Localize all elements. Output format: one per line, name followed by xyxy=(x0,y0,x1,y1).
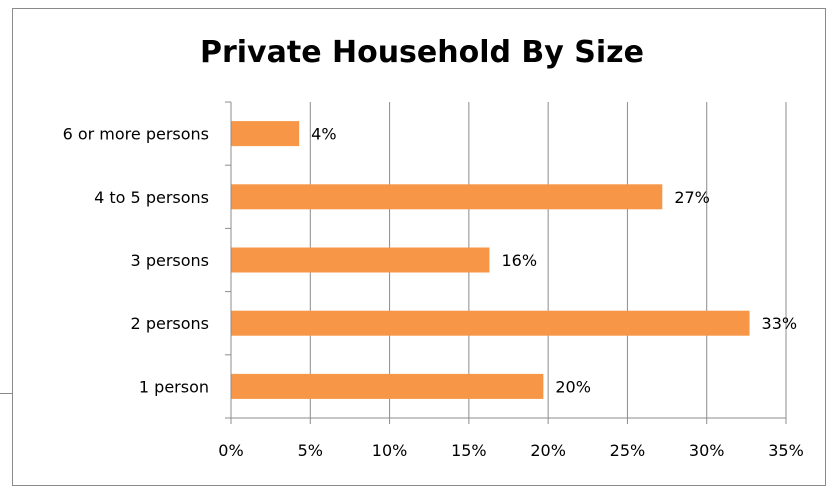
bar xyxy=(231,373,544,399)
data-label: 4% xyxy=(311,125,336,144)
x-tick-label: 25% xyxy=(610,441,646,460)
x-tick-label: 10% xyxy=(372,441,408,460)
x-tick-label: 0% xyxy=(218,441,243,460)
category-label: 3 persons xyxy=(131,251,209,270)
category-label: 1 person xyxy=(139,377,209,396)
x-tick-label: 5% xyxy=(298,441,323,460)
category-label: 6 or more persons xyxy=(63,125,209,144)
bar xyxy=(231,121,300,147)
category-label: 2 persons xyxy=(131,314,209,333)
axes xyxy=(225,101,787,424)
chart-frame xyxy=(12,8,826,486)
bars xyxy=(231,121,750,399)
data-label: 20% xyxy=(555,377,591,396)
x-tick-label: 35% xyxy=(768,441,804,460)
x-tick-label: 30% xyxy=(689,441,725,460)
data-label: 16% xyxy=(501,251,537,270)
bar xyxy=(231,184,663,210)
bar xyxy=(231,247,490,273)
data-label: 33% xyxy=(762,314,798,333)
category-label: 4 to 5 persons xyxy=(94,188,209,207)
x-tick-label: 15% xyxy=(451,441,487,460)
chart-title: Private Household By Size xyxy=(200,35,644,70)
x-tick-label: 20% xyxy=(530,441,566,460)
labels: 0% 5% 10% 15% 20% 25% 30% 35% 6 or more persons 4… xyxy=(63,125,804,460)
data-label: 27% xyxy=(674,188,710,207)
frame-edge-line xyxy=(0,393,12,394)
bar xyxy=(231,310,750,336)
